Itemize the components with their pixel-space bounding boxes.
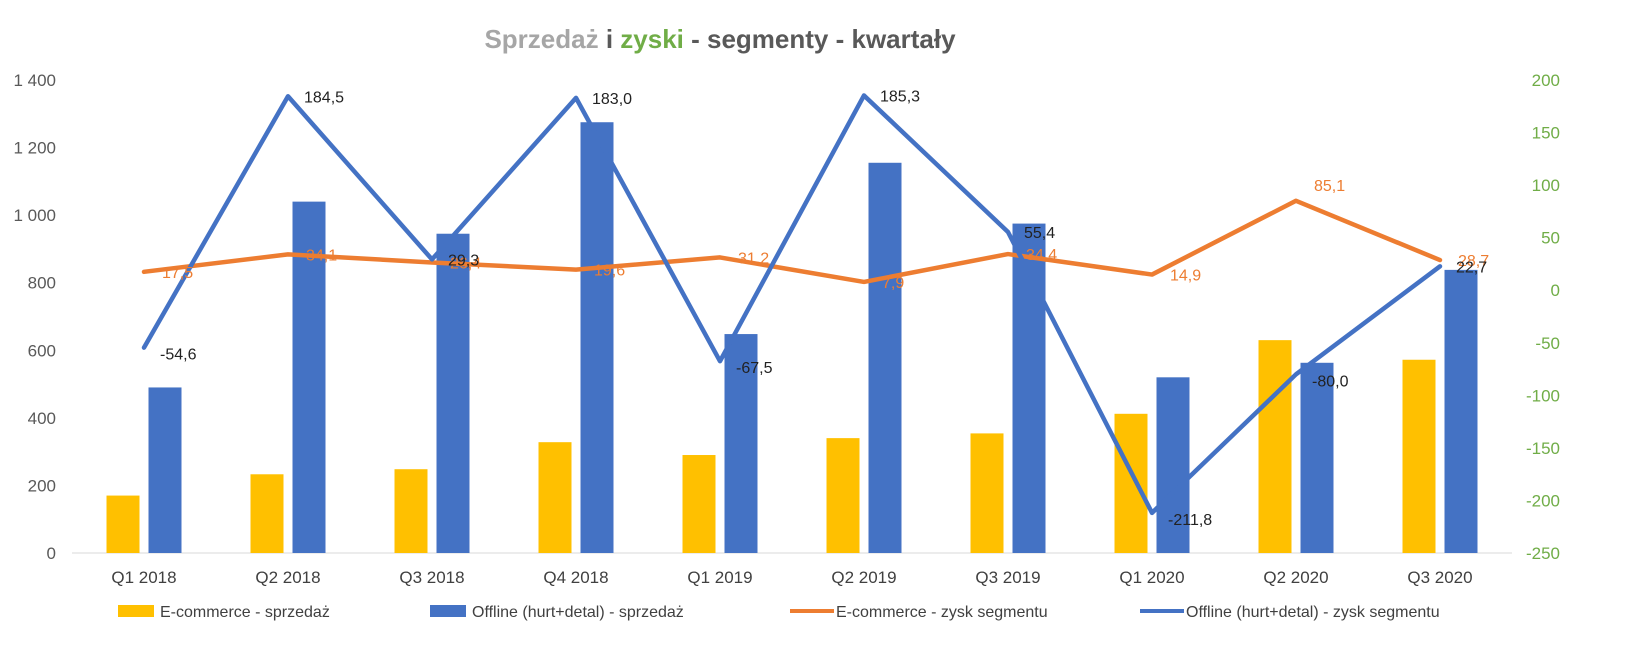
x-tick-label: Q2 2019: [831, 568, 896, 587]
data-label-offline-profit: 22,7: [1456, 259, 1487, 276]
bar-ecommerce-sales: [250, 474, 284, 553]
data-label-ecommerce-profit: 19,6: [594, 263, 625, 280]
bar-offline-sales: [148, 387, 182, 553]
title-part-2: zyski: [620, 24, 684, 54]
data-label-ecommerce-profit: 14,9: [1170, 268, 1201, 285]
bar-offline-sales: [292, 201, 326, 553]
x-tick-label: Q3 2019: [975, 568, 1040, 587]
bar-offline-sales: [1300, 362, 1334, 553]
y-tick-left-label: 800: [28, 274, 56, 293]
data-label-offline-profit: -80,0: [1312, 373, 1349, 390]
bar-offline-sales: [724, 334, 758, 553]
data-label-ecommerce-profit: 7,9: [882, 275, 904, 292]
title-part-1: i: [599, 24, 621, 54]
data-labels: 17,5 34,1 26,4 19,6 31,2 7,9 34,4 14,9 85,1 28,7 -…: [160, 88, 1489, 528]
bar-offline-sales: [1012, 223, 1046, 553]
x-tick-label: Q3 2020: [1407, 568, 1472, 587]
chart-title: Sprzedaż i zyski - segmenty - kwartały: [484, 24, 956, 54]
data-label-ecommerce-profit: 17,5: [162, 265, 193, 282]
x-tick-label: Q1 2020: [1119, 568, 1184, 587]
y-tick-right-label: 0: [1551, 281, 1560, 300]
y-tick-left-label: 1 400: [13, 71, 56, 90]
lines: [141, 93, 1443, 516]
y-tick-left-label: 200: [28, 476, 56, 495]
bar-ecommerce-sales: [1114, 413, 1148, 553]
legend-label: E-commerce - zysk segmentu: [836, 604, 1048, 621]
data-label-offline-profit: -54,6: [160, 347, 197, 364]
bar-offline-sales: [1444, 269, 1478, 553]
data-label-ecommerce-profit: 85,1: [1314, 178, 1345, 195]
data-label-ecommerce-profit: 34,1: [306, 247, 337, 264]
legend-label: E-commerce - sprzedaż: [160, 604, 330, 621]
x-tick-label: Q1 2019: [687, 568, 752, 587]
y-tick-right-label: -100: [1526, 386, 1560, 405]
bar-offline-sales: [868, 162, 902, 553]
bar-ecommerce-sales: [538, 442, 572, 553]
legend-label: Offline (hurt+detal) - zysk segmentu: [1186, 604, 1440, 621]
data-label-offline-profit: 55,4: [1024, 225, 1055, 242]
y-tick-left-label: 1 000: [13, 206, 56, 225]
legend-swatch: [430, 605, 466, 617]
y-axis-right: -250 -200 -150 -100 -50 0 50 100 150 200: [1526, 71, 1560, 563]
data-label-offline-profit: 185,3: [880, 88, 920, 105]
data-label-ecommerce-profit: 31,2: [738, 250, 769, 267]
bar-ecommerce-sales: [826, 438, 860, 553]
bar-ecommerce-sales: [682, 455, 716, 553]
y-tick-right-label: -200: [1526, 491, 1560, 510]
data-label-ecommerce-profit: 28,7: [1458, 253, 1489, 270]
y-tick-right-label: 150: [1532, 124, 1560, 143]
bars: [106, 122, 1478, 553]
y-tick-right-label: 100: [1532, 176, 1560, 195]
data-label-offline-profit: -211,8: [1168, 512, 1212, 529]
x-tick-label: Q2 2018: [255, 568, 320, 587]
bar-offline-sales: [580, 122, 614, 553]
line-ecommerce-profit: [141, 198, 1443, 285]
y-tick-left-label: 1 200: [13, 139, 56, 158]
bar-ecommerce-sales: [1402, 359, 1436, 553]
bar-ecommerce-sales: [394, 469, 428, 553]
data-label-offline-profit: 184,5: [304, 89, 344, 106]
data-label-offline-profit: -67,5: [736, 360, 773, 377]
y-tick-right-label: -50: [1535, 334, 1560, 353]
x-tick-label: Q4 2018: [543, 568, 608, 587]
line-offline-profit: [141, 93, 1443, 516]
y-axis-left: 0 200 400 600 800 1 000 1 200 1 400: [13, 71, 56, 563]
title-part-3: - segmenty - kwartały: [684, 24, 956, 54]
legend: E-commerce - sprzedaż Offline (hurt+detal…: [118, 604, 1440, 621]
data-label-ecommerce-profit: 34,4: [1026, 247, 1057, 264]
y-tick-left-label: 0: [47, 544, 56, 563]
x-tick-label: Q1 2018: [111, 568, 176, 587]
y-tick-right-label: -150: [1526, 439, 1560, 458]
data-label-offline-profit: 183,0: [592, 91, 632, 108]
y-tick-left-label: 600: [28, 341, 56, 360]
x-tick-label: Q2 2020: [1263, 568, 1328, 587]
bar-ecommerce-sales: [106, 495, 140, 553]
title-part-0: Sprzedaż: [484, 24, 598, 54]
x-tick-label: Q3 2018: [399, 568, 464, 587]
bar-ecommerce-sales: [970, 433, 1004, 553]
x-axis: Q1 2018 Q2 2018 Q3 2018 Q4 2018 Q1 2019 Q2 20…: [72, 552, 1512, 587]
bar-offline-sales: [436, 233, 470, 553]
y-tick-left-label: 400: [28, 409, 56, 428]
data-label-ecommerce-profit: 26,4: [450, 255, 481, 272]
bar-ecommerce-sales: [1258, 340, 1292, 553]
legend-swatch: [118, 605, 154, 617]
y-tick-right-label: 50: [1541, 229, 1560, 248]
bar-offline-sales: [1156, 377, 1190, 553]
y-tick-right-label: 200: [1532, 71, 1560, 90]
y-tick-right-label: -250: [1526, 544, 1560, 563]
legend-label: Offline (hurt+detal) - sprzedaż: [472, 604, 684, 621]
data-label-offline-profit: 29,3: [448, 252, 479, 269]
